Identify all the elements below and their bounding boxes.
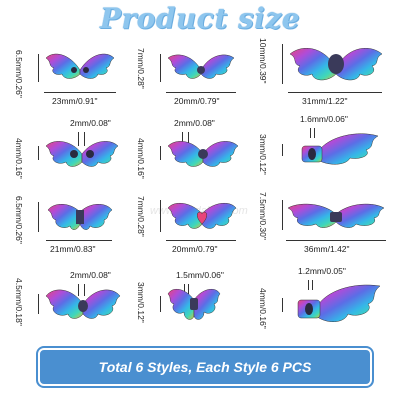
wing-bead-image xyxy=(301,133,379,165)
height-label: 3mm/0.12" xyxy=(258,134,268,175)
item-8: 7mm/0.28" 20mm/0.79" xyxy=(136,192,258,282)
wing-bead-image xyxy=(45,289,121,319)
wing-bead-image xyxy=(45,53,115,79)
width-label: 20mm/0.79" xyxy=(174,96,220,106)
height-label: 4mm/0.16" xyxy=(136,138,146,179)
height-label: 3mm/0.12" xyxy=(136,282,146,323)
wing-bead-image xyxy=(167,288,221,320)
hole-label: 1.2mm/0.05" xyxy=(298,266,346,276)
height-label: 7.5mm/0.30" xyxy=(258,192,268,240)
hole-label: 2mm/0.08" xyxy=(174,118,215,128)
width-label: 23mm/0.91" xyxy=(52,96,98,106)
wing-bead-image xyxy=(167,202,237,229)
wing-bead-image xyxy=(287,203,385,228)
item-12: 1.2mm/0.05" 4mm/0.16" xyxy=(258,264,382,354)
height-label: 7mm/0.28" xyxy=(136,196,146,237)
item-1: 6.5mm/0.26" 23mm/0.91" xyxy=(14,40,138,130)
width-label: 21mm/0.83" xyxy=(50,244,96,254)
height-label: 6.5mm/0.26" xyxy=(14,50,24,98)
item-11: 1.5mm/0.06" 3mm/0.12" xyxy=(136,268,258,358)
item-4: 2mm/0.08" 4mm/0.16" xyxy=(14,116,138,206)
wing-bead-image xyxy=(45,141,119,167)
wing-bead-image xyxy=(47,204,113,230)
item-3: 10mm/0.39" 31mm/1.22" xyxy=(258,36,383,126)
item-9: 7.5mm/0.30" 36mm/1.42" xyxy=(258,188,386,278)
height-label: 7mm/0.28" xyxy=(136,48,146,89)
wing-bead-image xyxy=(289,47,383,81)
hole-label: 1.5mm/0.06" xyxy=(176,270,224,280)
height-label: 4mm/0.16" xyxy=(258,288,268,329)
item-10: 2mm/0.08" 4.5mm/0.18" xyxy=(14,268,138,358)
item-2: 7mm/0.28" 20mm/0.79" xyxy=(136,40,258,130)
height-label: 4mm/0.16" xyxy=(14,138,24,179)
wing-bead-image xyxy=(297,284,381,322)
item-7: 6.5mm/0.26" 21mm/0.83" xyxy=(14,192,138,282)
hole-label: 1.6mm/0.06" xyxy=(300,114,348,124)
item-6: 1.6mm/0.06" 3mm/0.12" xyxy=(258,112,382,202)
width-label: 20mm/0.79" xyxy=(172,244,218,254)
wing-bead-image xyxy=(167,54,235,79)
info-banner: Total 6 Styles, Each Style 6 PCS xyxy=(38,348,372,386)
width-label: 36mm/1.42" xyxy=(304,244,350,254)
height-label: 10mm/0.39" xyxy=(258,38,268,84)
item-5: 2mm/0.08" 4mm/0.16" xyxy=(136,116,258,206)
height-label: 4.5mm/0.18" xyxy=(14,278,24,326)
height-label: 6.5mm/0.26" xyxy=(14,196,24,244)
page-title: Product size xyxy=(99,2,301,35)
wing-bead-image xyxy=(167,141,239,167)
hole-label: 2mm/0.08" xyxy=(70,270,111,280)
banner-text: Total 6 Styles, Each Style 6 PCS xyxy=(98,359,312,375)
hole-label: 2mm/0.08" xyxy=(70,118,111,128)
width-label: 31mm/1.22" xyxy=(302,96,348,106)
